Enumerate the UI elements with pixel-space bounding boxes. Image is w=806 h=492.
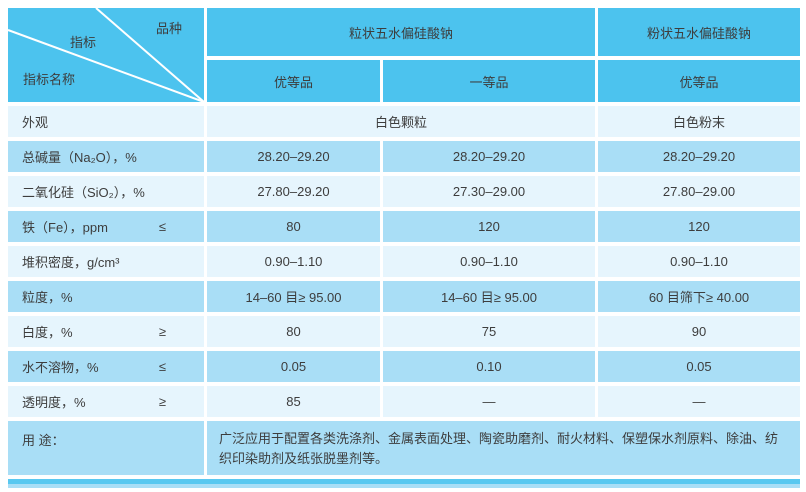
cell-particle-size-3: 60 目筛下≥ 40.00	[598, 281, 800, 312]
row-label-text: 水不溶物，%	[22, 360, 99, 375]
cell-transparency-3: —	[598, 386, 800, 417]
row-label-text: 白度，%	[22, 325, 73, 340]
cell-iron-1: 80	[207, 211, 380, 242]
cell-bulk-density-2: 0.90–1.10	[383, 246, 595, 277]
cell-particle-size-1: 14–60 目≥ 95.00	[207, 281, 380, 312]
row-label-water-insoluble: 水不溶物，% ≤	[8, 351, 204, 382]
row-label-whiteness: 白度，% ≥	[8, 316, 204, 347]
row-label-transparency: 透明度，% ≥	[8, 386, 204, 417]
row-label-bulk-density: 堆积密度，g/cm³	[8, 246, 204, 277]
cell-particle-size-2: 14–60 目≥ 95.00	[383, 281, 595, 312]
row-label-text: 粒度，%	[22, 290, 73, 305]
grade-header-powder-premium: 优等品	[598, 60, 800, 102]
row-label-iron: 铁（Fe），ppm ≤	[8, 211, 204, 242]
row-label-text: 铁（Fe），ppm	[22, 220, 108, 235]
cell-whiteness-1: 80	[207, 316, 380, 347]
cell-bulk-density-3: 0.90–1.10	[598, 246, 800, 277]
cell-water-insoluble-2: 0.10	[383, 351, 595, 382]
cell-transparency-1: 85	[207, 386, 380, 417]
product-spec-table: 品种 指标 指标名称 粒状五水偏硅酸钠 粉状五水偏硅酸钠 优等品 一等品 优等品…	[8, 8, 800, 475]
grade-header-granular-first: 一等品	[383, 60, 595, 102]
cell-usage-text: 广泛应用于配置各类洗涤剂、金属表面处理、陶瓷助磨剂、耐火材料、保塑保水剂原料、除…	[207, 421, 800, 475]
row-label-text: 用 途：	[22, 433, 65, 448]
cell-whiteness-3: 90	[598, 316, 800, 347]
footer-stripe-dark	[8, 479, 800, 484]
cell-iron-2: 120	[383, 211, 595, 242]
cell-transparency-2: —	[383, 386, 595, 417]
cell-bulk-density-1: 0.90–1.10	[207, 246, 380, 277]
cell-silicon-dioxide-1: 27.80–29.20	[207, 176, 380, 207]
lte-symbol: ≤	[158, 359, 166, 374]
row-label-silicon-dioxide: 二氧化硅（SiO₂），%	[8, 176, 204, 207]
row-label-text: 外观	[22, 115, 49, 130]
row-label-text: 总碱量（Na₂O），%	[22, 150, 137, 165]
gte-symbol: ≥	[158, 394, 166, 409]
cell-water-insoluble-3: 0.05	[598, 351, 800, 382]
cell-silicon-dioxide-3: 27.80–29.00	[598, 176, 800, 207]
cell-total-alkali-2: 28.20–29.20	[383, 141, 595, 172]
row-label-particle-size: 粒度，%	[8, 281, 204, 312]
cell-whiteness-2: 75	[383, 316, 595, 347]
corner-header-cell: 品种 指标 指标名称	[8, 8, 204, 102]
row-label-usage: 用 途：	[8, 421, 204, 475]
row-label-total-alkali: 总碱量（Na₂O），%	[8, 141, 204, 172]
cell-total-alkali-1: 28.20–29.20	[207, 141, 380, 172]
cell-water-insoluble-1: 0.05	[207, 351, 380, 382]
cell-total-alkali-3: 28.20–29.20	[598, 141, 800, 172]
lte-symbol: ≤	[158, 219, 166, 234]
gte-symbol: ≥	[158, 324, 166, 339]
cell-appearance-granular: 白色颗粒	[207, 106, 595, 137]
row-label-appearance: 外观	[8, 106, 204, 137]
column-group-granular: 粒状五水偏硅酸钠	[207, 8, 595, 56]
cell-appearance-powder: 白色粉末	[598, 106, 800, 137]
grade-header-granular-premium: 优等品	[207, 60, 380, 102]
row-label-text: 透明度，%	[22, 395, 86, 410]
row-label-text: 二氧化硅（SiO₂），%	[22, 185, 145, 200]
column-group-powder: 粉状五水偏硅酸钠	[598, 8, 800, 56]
corner-label-index: 指标	[70, 35, 97, 50]
corner-label-index-name: 指标名称	[23, 72, 76, 87]
corner-label-variety: 品种	[155, 21, 182, 36]
cell-iron-3: 120	[598, 211, 800, 242]
cell-silicon-dioxide-2: 27.30–29.00	[383, 176, 595, 207]
row-label-text: 堆积密度，g/cm³	[22, 255, 120, 270]
footer-stripe-light	[8, 484, 800, 488]
diagonal-divider-lines	[8, 8, 204, 102]
